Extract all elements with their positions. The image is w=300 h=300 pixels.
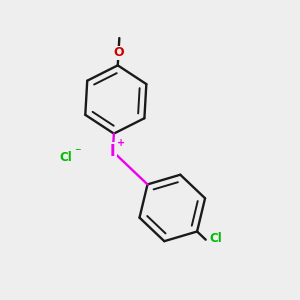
- Text: Cl: Cl: [209, 232, 222, 245]
- Text: +: +: [117, 138, 125, 148]
- Text: Cl: Cl: [59, 151, 72, 164]
- Text: I: I: [110, 144, 116, 159]
- Text: ⁻: ⁻: [74, 146, 80, 159]
- Text: O: O: [113, 46, 124, 59]
